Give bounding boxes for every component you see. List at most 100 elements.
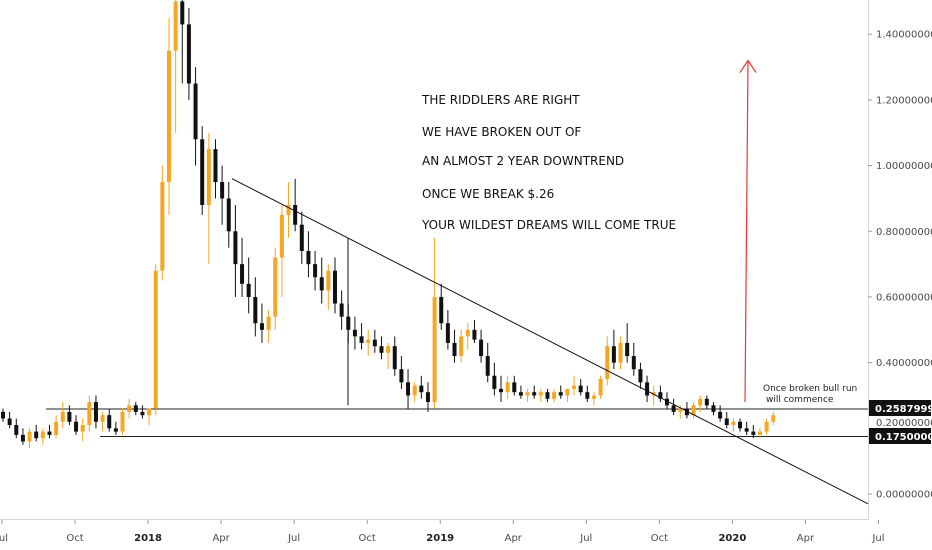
candle (67, 405, 72, 426)
candle-body (74, 421, 79, 432)
x-tick-label: Jul (579, 533, 592, 544)
time-axis[interactable]: Jul Oct 2018 Apr Jul Oct 2019 Apr Jul Oct 2020 Apr J… (0, 520, 885, 544)
annotation-line-5: YOUR WILDEST DREAMS WILL COME TRUE (421, 218, 676, 232)
candle (771, 411, 776, 426)
candle-body (186, 24, 191, 84)
candle (140, 405, 145, 419)
candle (253, 277, 258, 337)
candle (80, 418, 85, 442)
candle-body (379, 346, 384, 353)
candle-body (757, 431, 762, 435)
candle-body (485, 356, 490, 376)
downtrend-line[interactable] (231, 178, 869, 505)
candle (379, 336, 384, 360)
candle-body (445, 323, 450, 343)
candle-body (127, 405, 132, 412)
candle-body (771, 415, 776, 422)
candle (259, 303, 264, 343)
arrow-head (739, 59, 757, 73)
x-tick-label: Jul (871, 533, 884, 544)
candle (133, 402, 138, 416)
candle (240, 237, 245, 297)
candle (671, 398, 676, 416)
bull-run-arrow[interactable] (739, 59, 757, 403)
candle-body (246, 283, 251, 297)
riddlers-annotation: THE RIDDLERS ARE RIGHT WE HAVE BROKEN OU… (421, 93, 676, 232)
arrow-shaft (744, 60, 749, 403)
annotation-line-2: WE HAVE BROKEN OUT OF (422, 125, 581, 139)
candle-body (671, 405, 676, 412)
candle-body (764, 421, 769, 432)
price-axis[interactable]: 1.40000000 1.20000000 1.00000000 0.80000000… (868, 30, 932, 501)
candle (34, 425, 39, 442)
y-tick-label: 0.40000000 (876, 358, 932, 369)
candle-body (572, 385, 577, 389)
y-tick-label: 0.60000000 (876, 292, 932, 303)
candle-body (492, 375, 497, 389)
candle-body (406, 382, 411, 396)
bull-run-note: Once broken bull run will commence (763, 384, 857, 405)
candle (744, 421, 749, 435)
candle (439, 283, 444, 330)
candle (386, 342, 391, 370)
candle (167, 17, 171, 215)
candle (585, 385, 590, 403)
candle-body (100, 415, 105, 422)
candle (200, 126, 205, 215)
candle-body (120, 411, 125, 432)
candle (333, 257, 337, 314)
candle-body (432, 296, 437, 403)
candle (425, 382, 430, 412)
candle (572, 375, 577, 396)
candle-body (724, 418, 729, 426)
candle-body (93, 402, 98, 422)
x-tick-label: 2020 (718, 533, 746, 544)
candle-body (718, 411, 723, 419)
candle-body (240, 264, 245, 284)
candle-body (605, 346, 610, 380)
candle-body (538, 392, 543, 396)
hidden-level-label: 0.20000000 (876, 418, 932, 429)
candle-body (313, 264, 318, 278)
candle (87, 395, 92, 432)
candle-body (220, 182, 225, 199)
candle-body (465, 329, 470, 337)
candle (751, 425, 756, 439)
candle-body (47, 431, 52, 435)
candle-body (618, 342, 623, 363)
x-tick-label: Jul (0, 533, 8, 544)
candlestick-series (1, 0, 776, 449)
candle-body (751, 431, 756, 435)
candle-body (1, 411, 5, 419)
candle (14, 418, 19, 439)
candle (392, 336, 397, 376)
candle (100, 411, 105, 432)
candle-body (479, 339, 484, 357)
candle-body (386, 346, 391, 353)
y-tick-label: 0.80000000 (876, 227, 932, 238)
candle (233, 205, 238, 297)
candle (499, 375, 503, 403)
candle-body (658, 392, 663, 399)
candle-body (525, 392, 530, 396)
candle (54, 415, 59, 439)
candle-body (499, 388, 503, 393)
annotation-line-1: THE RIDDLERS ARE RIGHT (421, 93, 580, 107)
y-tick-label: 1.40000000 (876, 30, 932, 41)
candle (605, 336, 610, 386)
candle (286, 182, 291, 238)
candle-body (691, 405, 696, 416)
candle-body (20, 434, 25, 442)
candle (1, 408, 5, 422)
candle (631, 342, 636, 376)
candle (545, 388, 550, 403)
candle-body (545, 392, 550, 399)
x-tick-label: Apr (797, 533, 815, 544)
candle-body (259, 323, 264, 330)
candle (319, 257, 324, 304)
candle-body (372, 339, 377, 347)
x-tick-label: 2018 (134, 533, 162, 544)
candle-body (366, 339, 371, 343)
candle-body (319, 277, 324, 291)
